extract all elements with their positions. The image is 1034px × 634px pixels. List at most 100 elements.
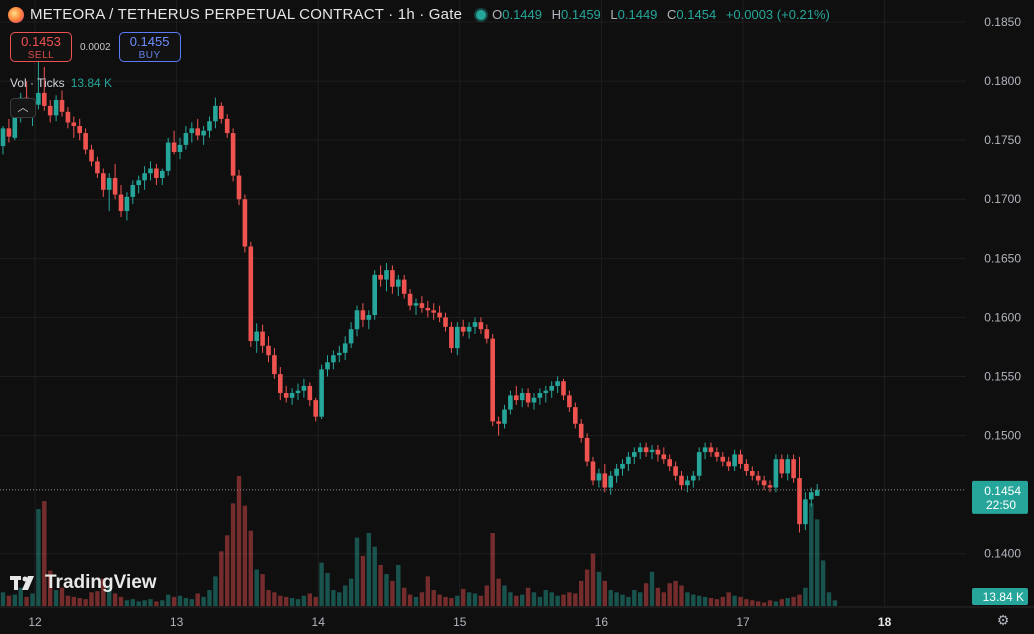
candle-body (248, 246, 254, 342)
volume-bar (230, 503, 236, 606)
volume-bar (803, 587, 808, 606)
y-tick-label: 0.1500 (984, 429, 1021, 443)
volume-bar (325, 572, 330, 606)
volume-bar (490, 533, 495, 606)
candle-body (118, 194, 124, 212)
volume-bar (697, 595, 702, 606)
candle-body (797, 478, 802, 525)
candle-body (384, 270, 389, 280)
volume-bar (691, 594, 696, 606)
volume-bar (201, 596, 206, 606)
volume-bar (602, 580, 607, 606)
candle-body (124, 196, 130, 212)
candle-body (519, 393, 525, 401)
volume-bar (590, 553, 596, 606)
candle-body (708, 447, 714, 453)
candle-body (89, 149, 94, 162)
low-value: 0.1449 (617, 7, 658, 22)
volume-bar (761, 602, 767, 606)
volume-bar (732, 595, 737, 606)
candle-body (814, 489, 820, 496)
volume-bar (390, 580, 395, 606)
volume-bar (254, 569, 259, 606)
volume-bar (443, 596, 448, 606)
candle-body (555, 381, 560, 386)
volume-bar (48, 570, 53, 606)
volume-bar (579, 580, 584, 606)
candle-body (449, 326, 454, 349)
volume-last-label: 13.84 K (983, 590, 1024, 604)
candle-body (744, 463, 749, 472)
candle-body (732, 454, 737, 467)
meteora-logo-icon (8, 6, 24, 23)
buy-button[interactable]: 0.1455 BUY (118, 32, 181, 62)
candle-body (590, 461, 596, 481)
volume-legend-value: 13.84 K (70, 76, 113, 90)
volume-bar (738, 596, 743, 606)
candle-body (803, 499, 808, 525)
candle-body (809, 492, 814, 500)
chevron-up-icon[interactable]: ︿ (10, 98, 36, 118)
volume-bar (484, 585, 489, 606)
trade-buttons: 0.1453 SELL 0.0002 0.1455 BUY (10, 32, 181, 62)
volume-bar (83, 599, 88, 606)
volume-bar (71, 596, 76, 606)
candle-body (77, 125, 82, 134)
close-label: C (667, 7, 677, 22)
volume-bar (714, 599, 720, 606)
candle-body (750, 471, 755, 476)
volume-bar (413, 596, 419, 606)
candle-body (761, 480, 767, 486)
candle-body (578, 423, 584, 438)
volume-bar (313, 596, 318, 606)
volume-bar (378, 564, 383, 606)
volume-bar (466, 592, 472, 606)
candle-body (378, 274, 383, 280)
volume-legend[interactable]: Vol · Ticks 13.84 K (10, 76, 112, 90)
volume-bar (708, 598, 714, 606)
candle-body (331, 355, 336, 363)
candle-body (0, 128, 6, 147)
close-value: 0.1454 (676, 7, 717, 22)
candle-body (260, 331, 265, 346)
candle-body (242, 199, 248, 247)
symbol-title[interactable]: METEORA / TETHERUS PERPETUAL CONTRACT · … (30, 6, 463, 23)
volume-bar (18, 587, 23, 606)
candle-body (419, 303, 425, 308)
volume-bar (455, 595, 460, 606)
ohlc-readout: O0.1449 H0.1459 L0.1449 C0.1454 +0.0003 … (492, 7, 830, 22)
volume-bar (614, 592, 619, 606)
volume-bar (449, 598, 454, 606)
settings-gear-icon[interactable]: ⚙ (996, 612, 1010, 628)
candle-body (466, 326, 472, 332)
volume-bar (726, 592, 731, 606)
volume-bar (101, 578, 106, 606)
candle-body (496, 421, 501, 424)
volume-bar (508, 592, 513, 606)
candle-body (47, 105, 53, 116)
candle-body (502, 409, 507, 424)
candle-body (71, 122, 77, 126)
candle-body (431, 310, 436, 313)
candle-body (667, 459, 672, 467)
low-label: L (610, 7, 618, 22)
candle-body (42, 92, 47, 106)
candle-body (266, 345, 271, 356)
volume-bar (820, 560, 826, 606)
volume-last-box (972, 588, 1028, 605)
volume-bar (537, 596, 543, 606)
volume-bar (809, 503, 814, 606)
watermark-text: TradingView (45, 572, 157, 593)
y-tick-label: 0.1750 (984, 133, 1021, 147)
volume-bar (525, 587, 531, 606)
sell-button[interactable]: 0.1453 SELL (10, 32, 72, 62)
candle-body (307, 385, 313, 401)
candle-body (354, 310, 360, 330)
volume-bar (337, 592, 342, 606)
candle-body (236, 175, 242, 200)
volume-bar (667, 583, 672, 606)
volume-bar (107, 585, 112, 606)
candle-body (702, 447, 708, 453)
volume-bar (160, 600, 165, 606)
